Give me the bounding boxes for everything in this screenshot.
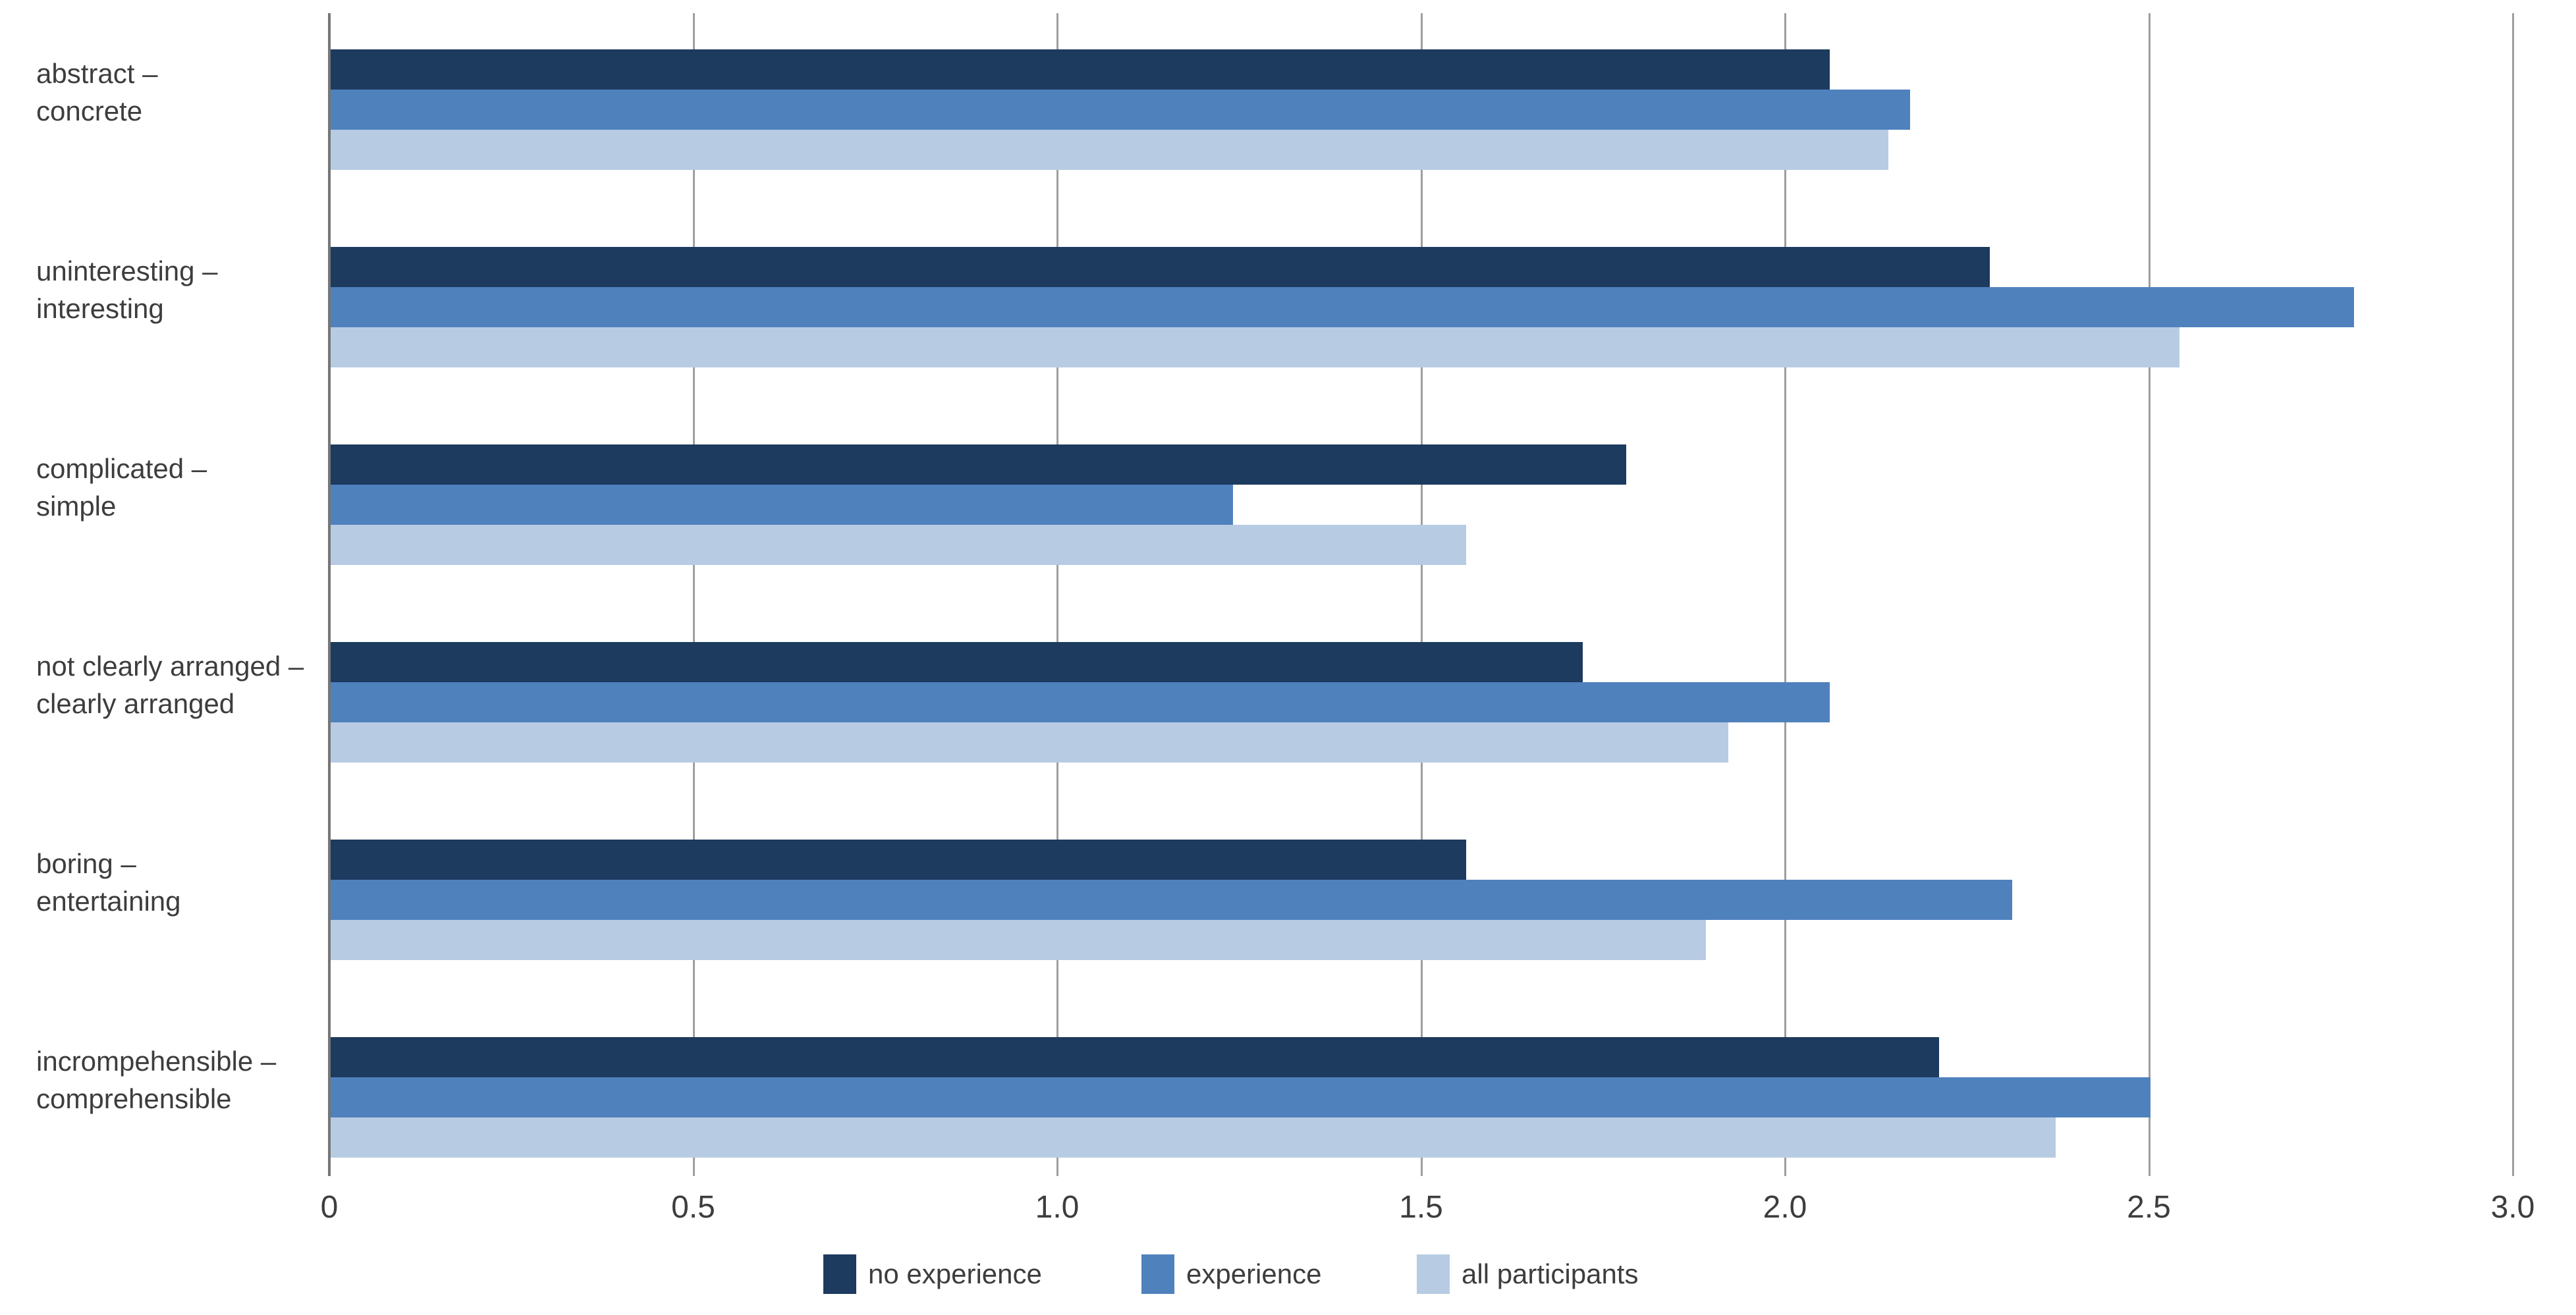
bar-all-participants-5 xyxy=(331,1117,2056,1158)
category-label-line: concrete xyxy=(36,95,143,126)
legend-swatch-icon xyxy=(1141,1254,1174,1294)
category-label-line: clearly arranged xyxy=(36,688,235,719)
bar-no-experience-0 xyxy=(331,49,1830,90)
bar-all-participants-1 xyxy=(331,327,2179,367)
x-tick-label-2.5: 2.5 xyxy=(2127,1190,2171,1225)
legend-swatch-icon xyxy=(1417,1254,1450,1294)
x-tick-label-0.5: 0.5 xyxy=(671,1190,715,1225)
gridline-x-2.0 xyxy=(1784,13,1786,1176)
gridline-x-1.0 xyxy=(1056,13,1058,1176)
category-label-line: boring – xyxy=(36,848,136,879)
category-label-line: comprehensible xyxy=(36,1083,232,1114)
legend-item-no-experience: no experience xyxy=(823,1254,1042,1294)
x-tick-label-1.0: 1.0 xyxy=(1035,1190,1080,1225)
legend-label: experience xyxy=(1186,1258,1322,1289)
bar-experience-2 xyxy=(331,485,1233,525)
bar-no-experience-4 xyxy=(331,840,1466,880)
bar-experience-5 xyxy=(331,1077,2151,1117)
category-label-line: uninteresting – xyxy=(36,255,218,286)
category-label-line: incrompehensible – xyxy=(36,1046,277,1077)
category-label-line: abstract – xyxy=(36,58,158,89)
bar-all-participants-0 xyxy=(331,130,1888,170)
x-tick-label-2.0: 2.0 xyxy=(1763,1190,1807,1225)
bar-no-experience-1 xyxy=(331,247,1990,287)
x-tick-label-0: 0 xyxy=(320,1190,339,1225)
legend-swatch-icon xyxy=(823,1254,856,1294)
category-label-5: incrompehensible – comprehensible xyxy=(36,1042,276,1117)
legend-item-all-participants: all participants xyxy=(1417,1254,1638,1294)
category-label-4: boring – entertaining xyxy=(36,845,181,920)
legend-label: all participants xyxy=(1462,1258,1639,1289)
legend-item-experience: experience xyxy=(1141,1254,1321,1294)
category-label-3: not clearly arranged – clearly arranged xyxy=(36,647,304,722)
x-tick-label-3.0: 3.0 xyxy=(2490,1190,2535,1225)
bar-all-participants-4 xyxy=(331,920,1706,960)
category-label-2: complicated – simple xyxy=(36,450,207,525)
bar-no-experience-5 xyxy=(331,1037,1939,1077)
bar-experience-0 xyxy=(331,90,1910,130)
gridline-x-2.5 xyxy=(2148,13,2151,1176)
gridline-x-0.5 xyxy=(692,13,695,1176)
category-label-line: interesting xyxy=(36,293,164,324)
category-label-0: abstract – concrete xyxy=(36,55,157,130)
y-axis-line xyxy=(328,13,331,1176)
gridline-x-3.0 xyxy=(2512,13,2514,1176)
bar-no-experience-3 xyxy=(331,642,1583,682)
gridline-x-1.5 xyxy=(1420,13,1423,1176)
category-label-line: entertaining xyxy=(36,886,181,917)
category-label-line: simple xyxy=(36,491,117,522)
bar-no-experience-2 xyxy=(331,444,1626,485)
category-label-1: uninteresting – interesting xyxy=(36,252,218,327)
bar-experience-4 xyxy=(331,880,2012,920)
bar-experience-1 xyxy=(331,287,2354,327)
bar-experience-3 xyxy=(331,682,1830,722)
bar-all-participants-2 xyxy=(331,525,1466,565)
category-label-line: complicated – xyxy=(36,453,207,484)
legend-label: no experience xyxy=(868,1258,1042,1289)
bar-all-participants-3 xyxy=(331,722,1728,763)
x-tick-label-1.5: 1.5 xyxy=(1399,1190,1443,1225)
category-label-line: not clearly arranged – xyxy=(36,651,304,682)
